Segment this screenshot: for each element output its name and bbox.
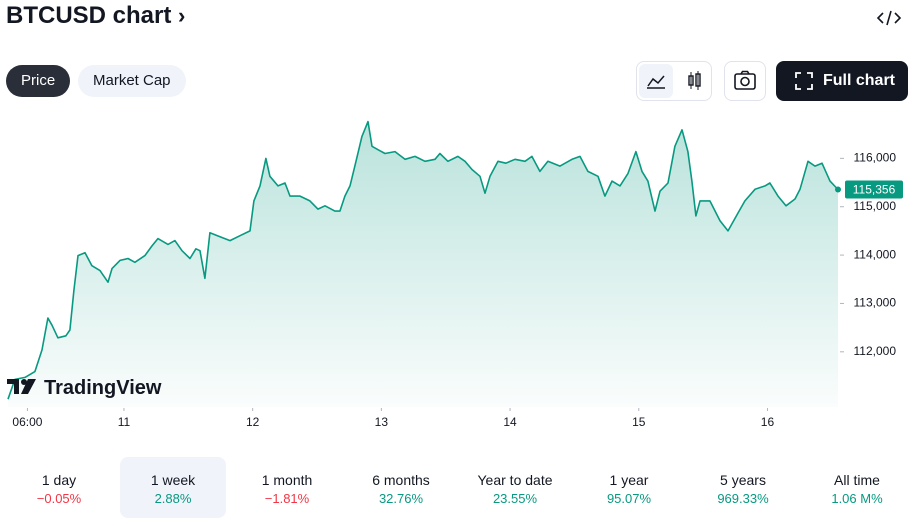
period[interactable]: 5 years 969.33% [690,457,796,518]
period[interactable]: 1 week 2.88% [120,457,226,518]
period-change: 969.33% [717,491,769,506]
period[interactable]: 1 year 95.07% [576,457,682,518]
tab[interactable]: Price [6,65,71,97]
period[interactable]: 1 month −1.81% [234,457,340,518]
snapshot-button[interactable] [724,61,766,101]
y-tick-label: 112,000 [854,344,897,358]
period[interactable]: All time 1.06 M% [804,457,910,518]
camera-icon [734,70,756,90]
line-icon [647,75,665,89]
fullscreen-icon [795,72,813,90]
x-tick-label: 15 [632,415,646,429]
period-change: 1.06 M% [831,491,883,506]
chart-style-group [636,61,712,101]
y-tick-label: 113,000 [854,296,897,310]
period-change: −0.05% [36,491,82,506]
brand-logo [7,379,36,394]
period-change: 2.88% [154,491,192,506]
period-label: 1 month [261,472,313,488]
price-badge-label: 115,356 [853,183,896,197]
candle-style-button[interactable] [677,64,711,98]
tab[interactable]: Market Cap [78,65,186,97]
y-tick-label: 114,000 [854,247,897,261]
x-tick-label: 06:00 [12,415,42,429]
title[interactable]: BTCUSD chart › [6,2,185,30]
y-tick-label: 115,000 [854,199,897,213]
period-label: 5 years [720,472,766,488]
price-badge [845,180,903,199]
period-label: 1 week [150,472,196,488]
period-label: 6 months [372,472,430,488]
line [7,120,839,400]
x-tick-label: 11 [118,415,131,429]
period-label: 1 day [41,472,77,488]
period-change: −1.81% [264,491,310,506]
x-tick-label: 13 [375,415,389,429]
embed-icon[interactable] [876,8,902,28]
line-style-button[interactable] [639,64,673,98]
last-point [835,186,841,193]
period[interactable]: 6 months 32.76% [348,457,454,518]
brand-name: TradingView [44,377,162,399]
period-change: 95.07% [606,491,652,506]
period[interactable]: Year to date 23.55% [462,457,568,518]
period-label: Year to date [477,472,553,488]
area [8,121,838,407]
chevron: › [178,3,186,28]
period-change: 32.76% [378,491,424,506]
period-label: All time [834,472,880,488]
x-tick-label: 12 [246,415,260,429]
chart: 112,000 113,000 114,000 115,000 116,000 06:00… [7,120,903,429]
full-chart-label: Full chart [823,72,896,89]
period-label: 1 year [609,472,649,488]
x-tick-label: 14 [503,415,517,429]
full-chart-button[interactable]: Full chart [776,61,908,101]
y-tick-label: 116,000 [854,151,897,165]
period-change: 23.55% [492,491,538,506]
period[interactable]: 1 day −0.05% [6,457,112,518]
title-text: BTCUSD chart [6,2,172,29]
x-tick-label: 16 [761,415,775,429]
